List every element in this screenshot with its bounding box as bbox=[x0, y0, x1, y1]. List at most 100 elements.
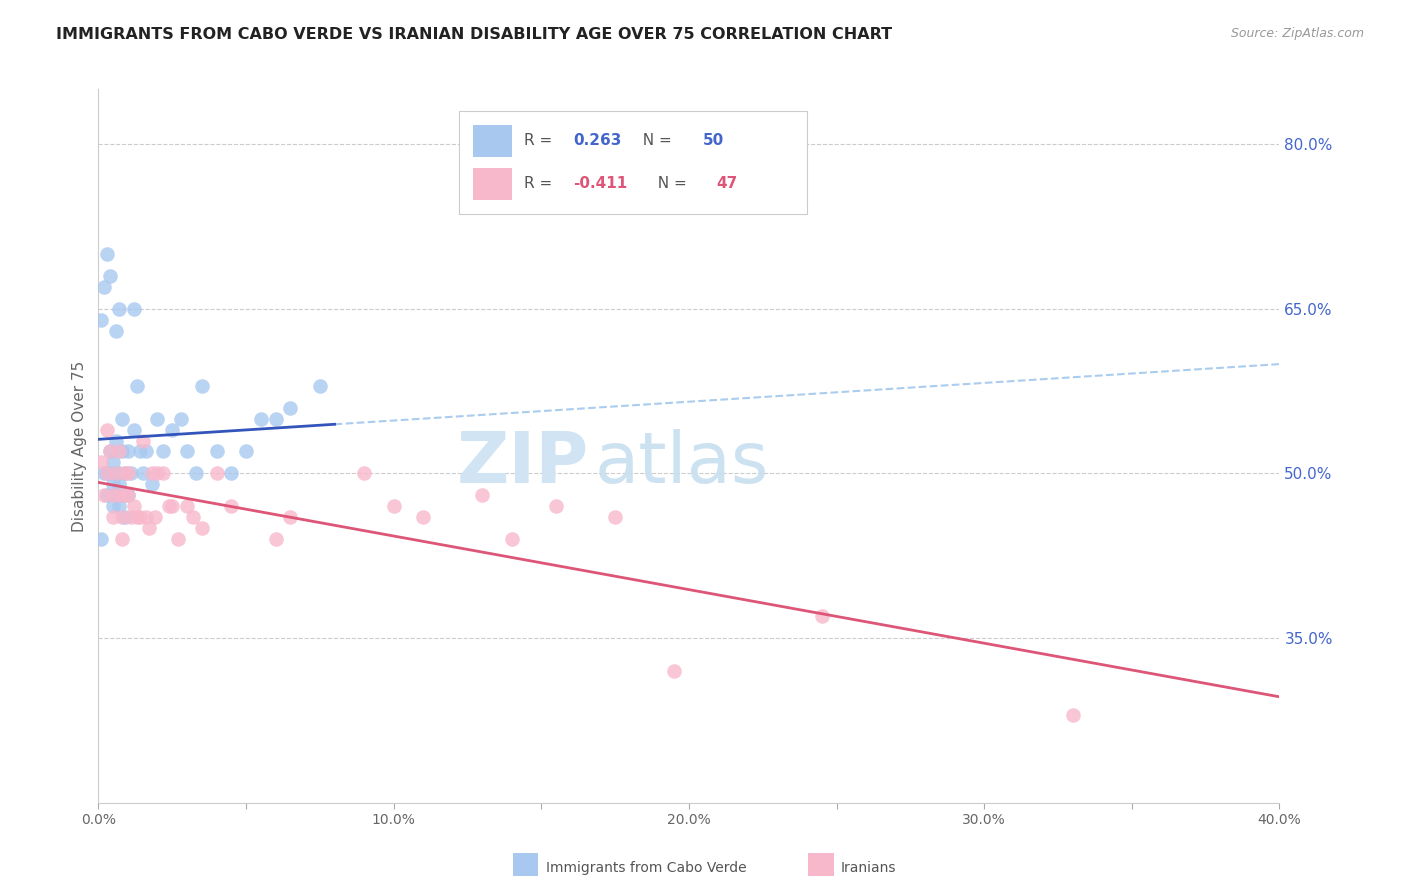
Point bbox=[90, 312, 112, 326]
Point bbox=[128, 444, 150, 458]
Point bbox=[96, 467, 118, 481]
Point bbox=[98, 444, 121, 458]
Point bbox=[98, 444, 121, 458]
Point bbox=[162, 500, 183, 514]
Point bbox=[162, 423, 183, 437]
Point bbox=[191, 378, 214, 392]
Point bbox=[157, 500, 180, 514]
Point bbox=[146, 411, 169, 425]
Point bbox=[96, 247, 118, 261]
Point bbox=[108, 467, 131, 481]
Text: 50: 50 bbox=[703, 133, 724, 148]
Point bbox=[114, 488, 136, 502]
Point bbox=[114, 467, 136, 481]
Point bbox=[184, 467, 207, 481]
Text: atlas: atlas bbox=[595, 429, 769, 499]
Point bbox=[141, 477, 163, 491]
Text: N =: N = bbox=[634, 133, 678, 148]
Point bbox=[132, 434, 155, 448]
Point bbox=[382, 500, 405, 514]
Point bbox=[98, 268, 121, 283]
Point bbox=[128, 510, 150, 524]
Point bbox=[353, 467, 375, 481]
Text: 47: 47 bbox=[716, 176, 737, 191]
Point bbox=[125, 378, 148, 392]
Point bbox=[98, 467, 121, 481]
Point bbox=[105, 467, 128, 481]
Text: 0.263: 0.263 bbox=[574, 133, 621, 148]
Point bbox=[138, 521, 160, 535]
Point bbox=[176, 500, 198, 514]
Point bbox=[117, 488, 139, 502]
Text: Iranians: Iranians bbox=[841, 861, 896, 875]
Point bbox=[105, 324, 128, 338]
Text: R =: R = bbox=[523, 176, 557, 191]
Text: Source: ZipAtlas.com: Source: ZipAtlas.com bbox=[1230, 27, 1364, 40]
Point bbox=[114, 467, 136, 481]
Point bbox=[111, 411, 134, 425]
Point bbox=[108, 444, 131, 458]
Point bbox=[108, 488, 131, 502]
Point bbox=[103, 510, 125, 524]
Point bbox=[108, 500, 131, 514]
Point bbox=[664, 664, 686, 678]
Point bbox=[141, 467, 163, 481]
Point bbox=[309, 378, 332, 392]
Point bbox=[103, 455, 125, 469]
Point bbox=[146, 467, 169, 481]
Point bbox=[471, 488, 494, 502]
Point bbox=[810, 609, 832, 624]
Point bbox=[96, 467, 118, 481]
Y-axis label: Disability Age Over 75: Disability Age Over 75 bbox=[72, 360, 87, 532]
Point bbox=[122, 423, 145, 437]
Point bbox=[93, 280, 115, 294]
Point bbox=[546, 500, 568, 514]
Point bbox=[605, 510, 627, 524]
FancyBboxPatch shape bbox=[472, 168, 512, 200]
Point bbox=[105, 467, 128, 481]
Point bbox=[96, 488, 118, 502]
Point bbox=[111, 510, 134, 524]
Point bbox=[111, 533, 134, 547]
Point bbox=[278, 510, 302, 524]
Point bbox=[135, 510, 157, 524]
Point bbox=[152, 467, 174, 481]
Point bbox=[176, 444, 198, 458]
Point bbox=[103, 488, 125, 502]
Point bbox=[219, 500, 242, 514]
Point bbox=[167, 533, 190, 547]
Point bbox=[93, 467, 115, 481]
Text: Immigrants from Cabo Verde: Immigrants from Cabo Verde bbox=[546, 861, 747, 875]
Point bbox=[120, 510, 142, 524]
Point bbox=[278, 401, 302, 415]
Text: N =: N = bbox=[648, 176, 692, 191]
Point bbox=[250, 411, 273, 425]
Point bbox=[235, 444, 257, 458]
Point bbox=[120, 467, 142, 481]
Point bbox=[114, 510, 136, 524]
Point bbox=[122, 301, 145, 316]
Point bbox=[264, 411, 287, 425]
Point bbox=[264, 533, 287, 547]
Point bbox=[117, 467, 139, 481]
Point bbox=[1062, 708, 1084, 723]
Text: ZIP: ZIP bbox=[457, 429, 589, 499]
Point bbox=[170, 411, 193, 425]
Point bbox=[105, 434, 128, 448]
Point bbox=[117, 488, 139, 502]
Point bbox=[90, 533, 112, 547]
Point bbox=[412, 510, 434, 524]
Text: IMMIGRANTS FROM CABO VERDE VS IRANIAN DISABILITY AGE OVER 75 CORRELATION CHART: IMMIGRANTS FROM CABO VERDE VS IRANIAN DI… bbox=[56, 27, 893, 42]
Point bbox=[93, 488, 115, 502]
Point bbox=[181, 510, 204, 524]
Point bbox=[191, 521, 214, 535]
Point bbox=[205, 444, 228, 458]
Point bbox=[135, 444, 157, 458]
Point bbox=[105, 488, 128, 502]
Point bbox=[103, 477, 125, 491]
FancyBboxPatch shape bbox=[472, 125, 512, 157]
Point bbox=[143, 510, 166, 524]
Point bbox=[125, 510, 148, 524]
Point bbox=[103, 500, 125, 514]
Point bbox=[111, 444, 134, 458]
